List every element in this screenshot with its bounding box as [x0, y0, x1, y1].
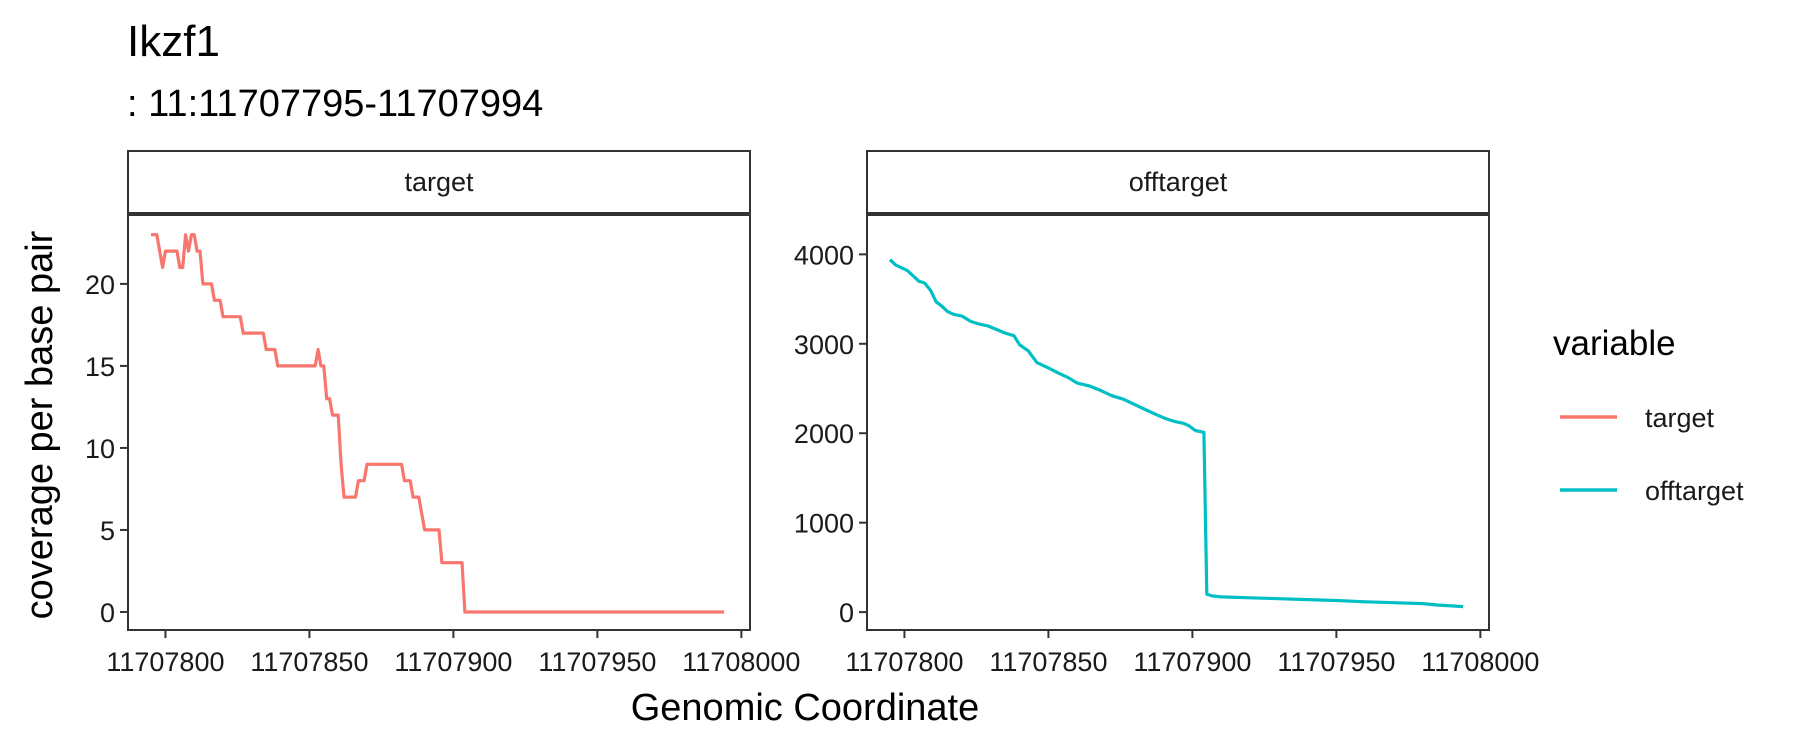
y-tick-label: 1000 [794, 509, 854, 539]
panel-strip-label: offtarget [1129, 167, 1228, 197]
y-tick-label: 2000 [794, 419, 854, 449]
y-tick-label: 4000 [794, 240, 854, 270]
y-tick-label: 3000 [794, 330, 854, 360]
chart-subtitle: : 11:11707795-11707994 [127, 83, 543, 125]
panel-target: target 0 5 10 15 20 11707800 11707850 11707900 11… [85, 150, 800, 677]
panel-strip-label: target [404, 167, 474, 197]
x-tick-label: 11708000 [682, 647, 800, 677]
y-tick-label: 20 [85, 270, 115, 300]
x-tick-label: 11707950 [1277, 647, 1395, 677]
y-tick-label: 10 [85, 434, 115, 464]
x-tick-label: 11707800 [106, 647, 224, 677]
series-line-offtarget [888, 258, 1464, 609]
panel-strip [866, 150, 1490, 214]
x-tick-label: 11707950 [538, 647, 656, 677]
x-tick-label: 11707800 [845, 647, 963, 677]
x-tick-label: 11708000 [1421, 647, 1539, 677]
chart-title: Ikzf1 [127, 17, 220, 66]
y-tick-label: 0 [839, 598, 854, 628]
plot-frame [127, 214, 751, 631]
y-tick-label: 5 [100, 516, 115, 546]
y-tick-label: 0 [100, 598, 115, 628]
legend-title: variable [1553, 324, 1676, 363]
y-tick-label: 15 [85, 352, 115, 382]
x-tick-label: 11707850 [250, 647, 368, 677]
x-axis-label: Genomic Coordinate [631, 687, 980, 729]
x-tick-label: 11707900 [1133, 647, 1251, 677]
y-axis-label: coverage per base pair [19, 230, 61, 619]
series-line-target [151, 233, 725, 614]
x-tick-label: 11707850 [989, 647, 1107, 677]
legend: variable target offtarget [1553, 324, 1744, 506]
panel-strip [127, 150, 751, 214]
legend-label-target: target [1645, 403, 1715, 433]
x-tick-label: 11707900 [394, 647, 512, 677]
legend-label-offtarget: offtarget [1645, 476, 1744, 506]
panel-offtarget: offtarget 0 1000 2000 3000 4000 11707800 117078… [794, 150, 1539, 677]
